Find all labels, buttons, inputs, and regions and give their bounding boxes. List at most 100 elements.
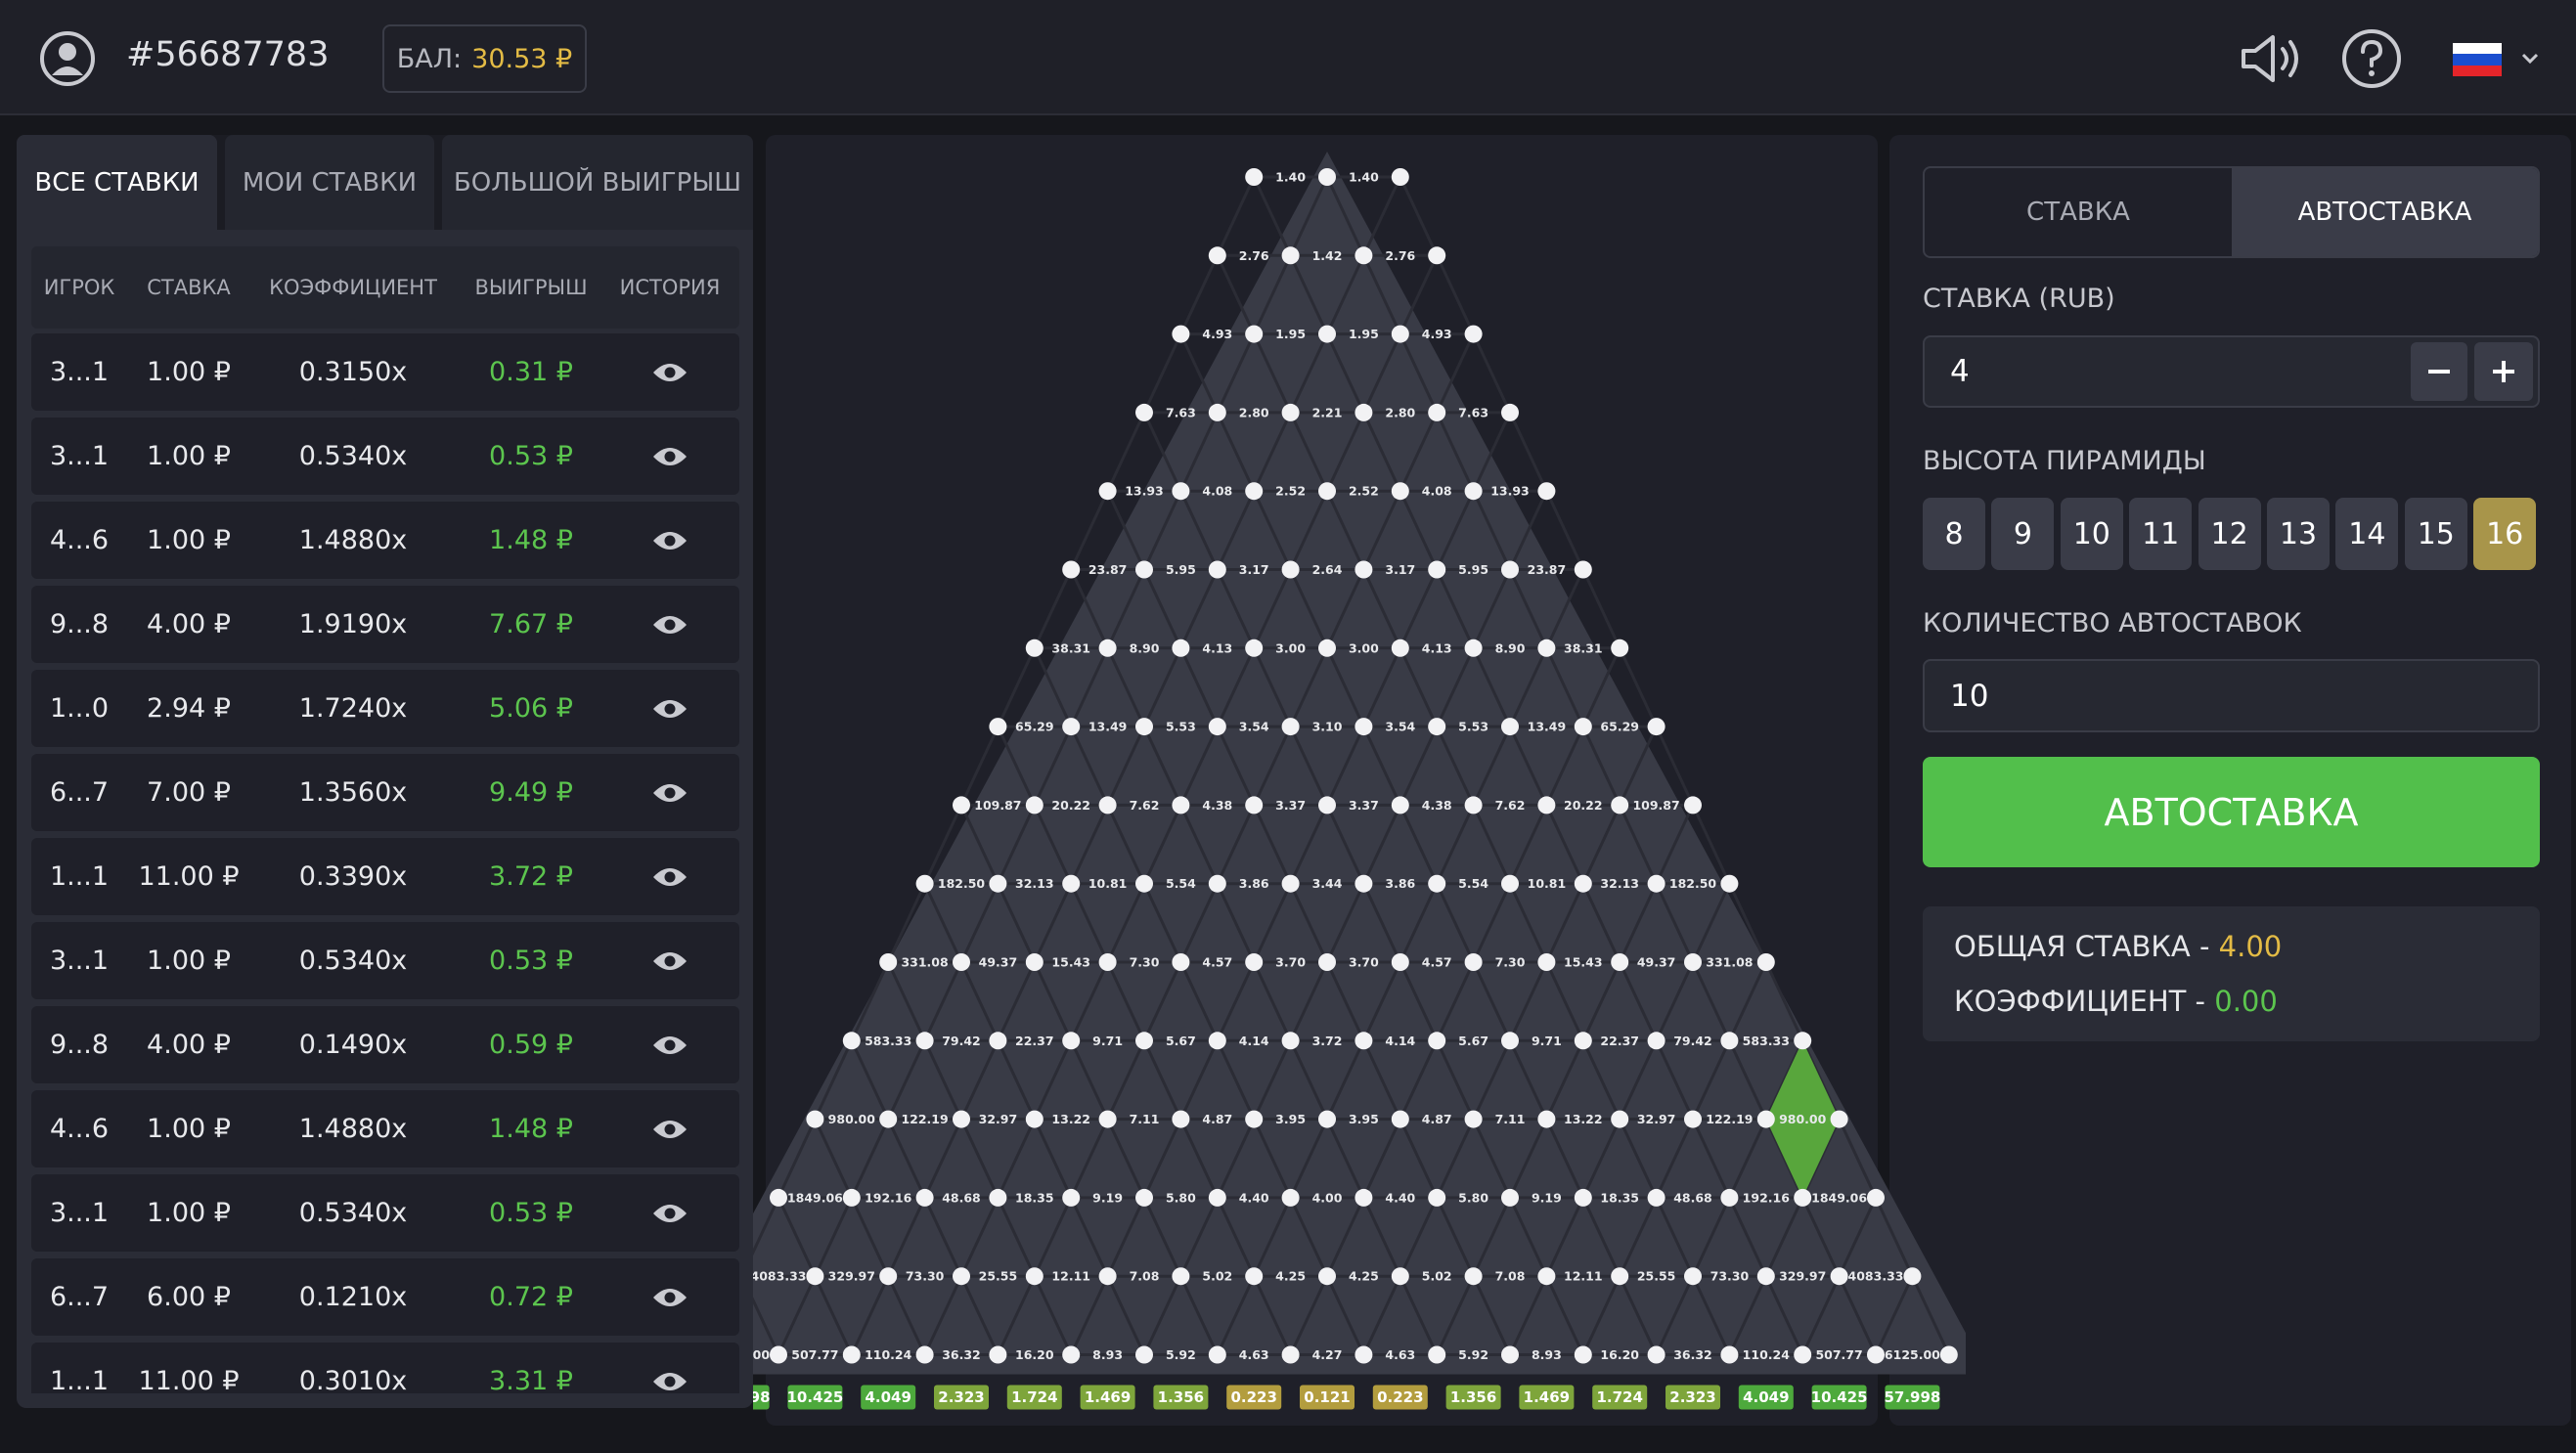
grid-edge xyxy=(1289,804,1329,885)
peg xyxy=(1428,560,1446,579)
slot-multiplier: 10.425 xyxy=(1811,1388,1868,1406)
cell-multiplier: 13.49 xyxy=(1088,720,1128,734)
grid-edge xyxy=(1472,1039,1512,1121)
balance-box: БАЛ: 30.53 ₽ xyxy=(382,24,587,93)
tab-all-bets[interactable]: ВСЕ СТАВКИ xyxy=(17,135,217,230)
grid-edge xyxy=(1252,804,1292,885)
grid-edge xyxy=(923,961,963,1041)
tab-manual[interactable]: СТАВКА xyxy=(2026,198,2130,227)
height-option[interactable]: 13 xyxy=(2267,498,2330,570)
grid-edge xyxy=(1325,1039,1365,1121)
grid-edge xyxy=(1033,961,1073,1041)
grid-edge xyxy=(1362,332,1402,414)
autobets-input[interactable]: 10 xyxy=(1923,659,2540,732)
sound-icon[interactable] xyxy=(2238,29,2308,88)
grid-edge xyxy=(1179,1275,1220,1356)
grid-edge xyxy=(1216,568,1256,649)
tab-auto[interactable]: АВТОСТАВКА xyxy=(2232,168,2538,256)
history-icon[interactable] xyxy=(652,529,688,552)
peg xyxy=(1611,638,1629,657)
cell-multiplier: 3.70 xyxy=(1275,955,1306,970)
language-selector[interactable] xyxy=(2453,43,2543,76)
bet-row: 4...6 1.00 ₽ 1.4880x 1.48 ₽ xyxy=(31,1090,739,1167)
history-icon[interactable] xyxy=(652,1118,688,1141)
peg xyxy=(1172,1267,1190,1286)
avatar-icon[interactable] xyxy=(39,30,96,87)
history-icon[interactable] xyxy=(652,1286,688,1309)
history-icon[interactable] xyxy=(652,697,688,721)
stake: 1.00 ₽ xyxy=(147,357,231,387)
grid-edge xyxy=(1142,804,1182,885)
slot-multiplier: 0.223 xyxy=(1230,1388,1276,1406)
peg xyxy=(1464,638,1483,657)
cell-multiplier: 15.43 xyxy=(1564,955,1603,970)
player: 3...1 xyxy=(49,357,110,387)
grid-edge xyxy=(1362,412,1402,492)
history-icon[interactable] xyxy=(652,1370,688,1393)
slot xyxy=(1372,1385,1428,1410)
height-option[interactable]: 9 xyxy=(1991,498,2055,570)
tab-my-bets[interactable]: МОИ СТАВКИ xyxy=(225,135,434,230)
slot-multiplier: 1.469 xyxy=(1085,1388,1131,1406)
eye-pupil xyxy=(664,1208,676,1219)
cell-multiplier: 1849.06 xyxy=(787,1190,843,1205)
history-icon[interactable] xyxy=(652,445,688,468)
peg xyxy=(1574,1188,1592,1207)
history-icon[interactable] xyxy=(652,865,688,889)
grid-edge xyxy=(1069,647,1109,727)
height-option[interactable]: 10 xyxy=(2060,498,2123,570)
peg xyxy=(1464,796,1483,815)
cell-multiplier: 32.13 xyxy=(1015,876,1054,891)
height-option[interactable]: 16 xyxy=(2473,498,2537,570)
grid-edge xyxy=(1472,1118,1512,1199)
grid-edge xyxy=(1581,1039,1621,1121)
history-icon[interactable] xyxy=(652,781,688,805)
table-header: ИГРОК СТАВКА КОЭФФИЦИЕНТ ВЫИГРЫШ ИСТОРИЯ xyxy=(31,246,739,329)
cell-multiplier: 182.50 xyxy=(1669,876,1717,891)
peg xyxy=(1318,1110,1336,1128)
help-icon[interactable] xyxy=(2341,28,2402,89)
grid-edge xyxy=(1581,568,1621,649)
height-option[interactable]: 14 xyxy=(2335,498,2399,570)
grid-edge xyxy=(850,1118,890,1199)
height-option[interactable]: 11 xyxy=(2129,498,2193,570)
grid-edge xyxy=(1325,883,1365,963)
height-option[interactable]: 8 xyxy=(1923,498,1985,570)
height-option[interactable]: 15 xyxy=(2404,498,2467,570)
cell-multiplier: 4.14 xyxy=(1385,1034,1415,1048)
peg xyxy=(915,874,934,893)
history-icon[interactable] xyxy=(652,613,688,637)
cell-multiplier: 13.49 xyxy=(1528,720,1567,734)
grid-edge xyxy=(1069,726,1109,807)
peg xyxy=(1647,718,1666,736)
cell-multiplier: 110.24 xyxy=(1743,1347,1791,1362)
player: 1...0 xyxy=(49,693,110,724)
peg xyxy=(1720,1345,1739,1364)
cell-multiplier: 109.87 xyxy=(974,798,1021,813)
grid-edge xyxy=(1508,568,1548,649)
slot xyxy=(787,1385,843,1410)
height-option[interactable]: 12 xyxy=(2198,498,2261,570)
grid-edge xyxy=(1362,1275,1402,1356)
grid-edge xyxy=(1874,1197,1914,1277)
grid-edge xyxy=(1691,804,1731,885)
autobet-button[interactable]: АВТОСТАВКА xyxy=(1923,757,2540,867)
history-icon[interactable] xyxy=(652,1034,688,1057)
history-icon[interactable] xyxy=(652,949,688,973)
grid-edge xyxy=(1033,568,1073,649)
slot xyxy=(753,1385,770,1410)
peg xyxy=(1355,246,1373,265)
slot xyxy=(1153,1385,1209,1410)
grid-edge xyxy=(959,961,999,1041)
cell-multiplier: 583.33 xyxy=(865,1034,911,1048)
grid-edge xyxy=(1399,1039,1439,1121)
history-icon[interactable] xyxy=(652,361,688,384)
cell-multiplier: 4.08 xyxy=(1202,484,1232,499)
peg xyxy=(1281,1345,1300,1364)
grid-edge xyxy=(1472,490,1512,571)
history-icon[interactable] xyxy=(652,1202,688,1225)
tab-big-win[interactable]: БОЛЬШОЙ ВЫИГРЫШ xyxy=(442,135,753,230)
cell-multiplier: 1.40 xyxy=(1349,170,1379,185)
peg xyxy=(1135,718,1153,736)
cell-multiplier: 3.37 xyxy=(1275,798,1306,813)
